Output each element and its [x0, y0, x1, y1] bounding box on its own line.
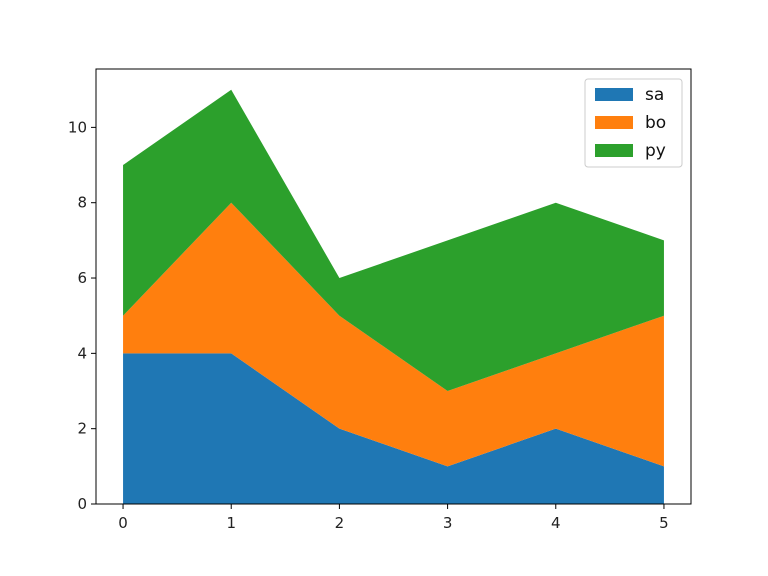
x-axis: 0 1 2 3 4 5: [118, 504, 669, 532]
legend-swatch-py: [595, 144, 633, 157]
y-tick-label: 4: [77, 344, 87, 362]
legend-swatch-sa: [595, 88, 633, 101]
legend-label-bo: bo: [645, 113, 666, 133]
area-series-group: [123, 89, 664, 504]
legend-label-sa: sa: [645, 85, 664, 105]
x-tick-label: 3: [443, 514, 453, 532]
x-tick-label: 5: [659, 514, 669, 532]
x-tick-label: 2: [335, 514, 345, 532]
y-axis: 0 2 4 6 8 10: [68, 118, 96, 513]
x-tick-label: 0: [118, 514, 128, 532]
y-tick-label: 6: [77, 269, 87, 287]
legend: sa bo py: [584, 78, 683, 168]
legend-swatch-bo: [595, 116, 633, 129]
area-py: [123, 89, 664, 392]
x-tick-label: 4: [551, 514, 561, 532]
x-tick-label: 1: [226, 514, 236, 532]
plot-frame: [95, 68, 692, 505]
area-sa: [123, 353, 664, 504]
y-tick-label: 10: [68, 118, 87, 136]
y-tick-label: 2: [77, 420, 87, 438]
legend-label-py: py: [645, 141, 666, 161]
area-bo: [123, 202, 664, 467]
y-tick-label: 8: [77, 194, 87, 212]
y-tick-label: 0: [77, 495, 87, 513]
